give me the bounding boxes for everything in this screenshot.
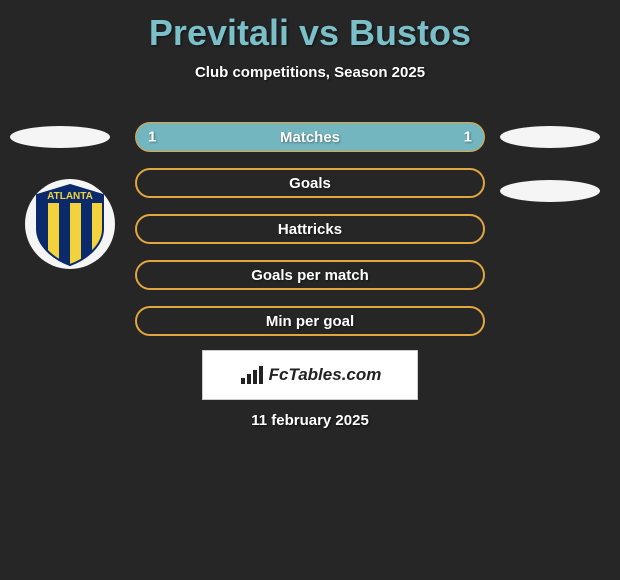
stat-label: Hattricks bbox=[278, 221, 342, 238]
club-badge-text: ATLANTA bbox=[47, 191, 93, 202]
chart-bars-icon bbox=[239, 364, 265, 386]
stat-label: Goals bbox=[289, 175, 331, 192]
club-badge-left: ATLANTA bbox=[25, 179, 115, 269]
stat-label: Min per goal bbox=[266, 313, 354, 330]
stat-left-value: 1 bbox=[148, 129, 156, 146]
footer-date: 11 february 2025 bbox=[0, 412, 620, 429]
stat-row-hattricks: Hattricks bbox=[135, 214, 485, 244]
brand-text: FcTables.com bbox=[269, 365, 382, 385]
stats-container: 1 Matches 1 Goals Hattricks Goals per ma… bbox=[135, 122, 485, 352]
stat-row-matches: 1 Matches 1 bbox=[135, 122, 485, 152]
club-badge-icon: ATLANTA bbox=[25, 179, 115, 269]
player-right-placeholder-2 bbox=[500, 180, 600, 202]
stat-row-goals: Goals bbox=[135, 168, 485, 198]
brand-box: FcTables.com bbox=[202, 350, 418, 400]
stat-label: Goals per match bbox=[251, 267, 369, 284]
page-title: Previtali vs Bustos bbox=[0, 0, 620, 54]
stat-row-min-per-goal: Min per goal bbox=[135, 306, 485, 336]
stat-row-goals-per-match: Goals per match bbox=[135, 260, 485, 290]
stat-right-value: 1 bbox=[464, 129, 472, 146]
player-left-placeholder-1 bbox=[10, 126, 110, 148]
player-right-placeholder-1 bbox=[500, 126, 600, 148]
stat-label: Matches bbox=[280, 129, 340, 146]
page-subtitle: Club competitions, Season 2025 bbox=[0, 64, 620, 81]
